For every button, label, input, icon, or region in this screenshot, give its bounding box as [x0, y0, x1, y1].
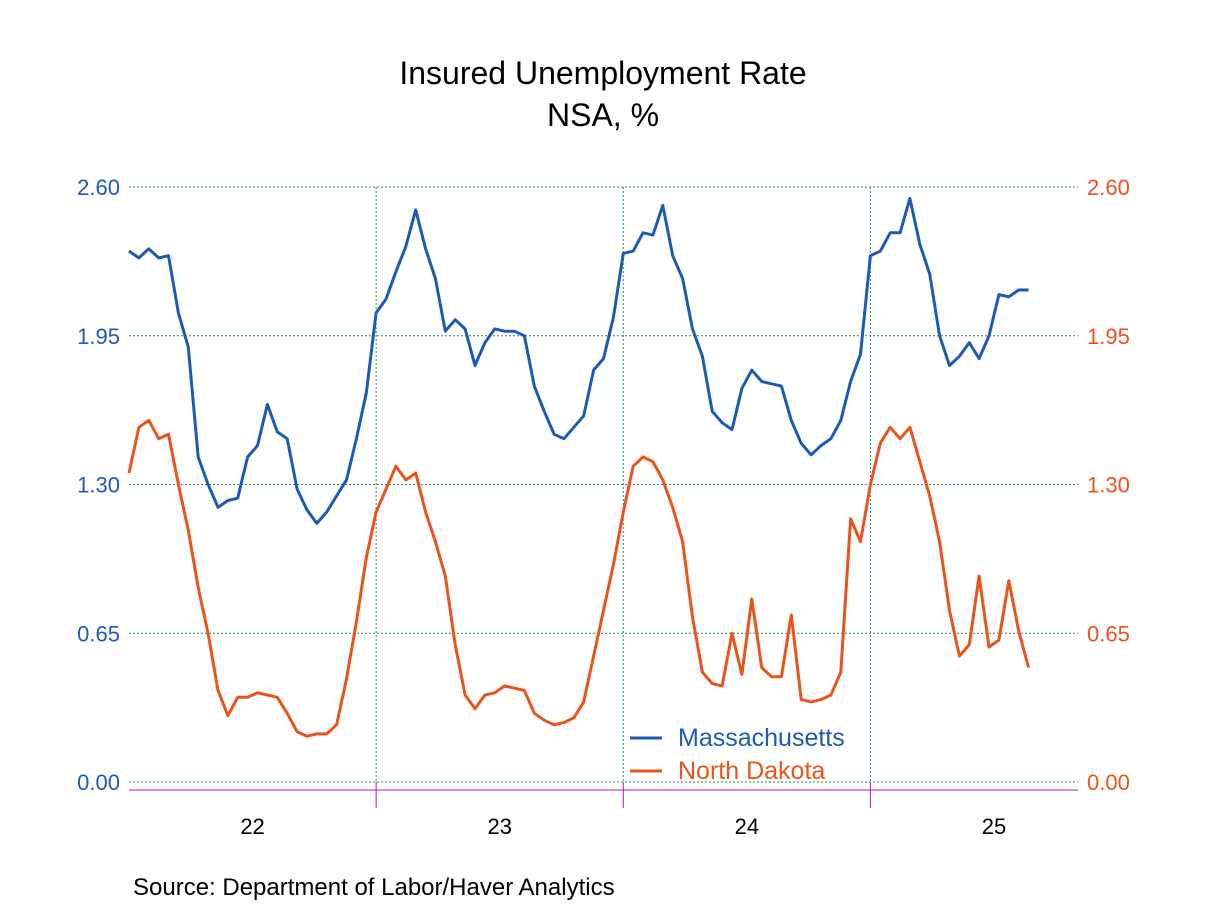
- series-line: [127, 418, 1031, 738]
- x-tick-label: 23: [487, 814, 511, 839]
- chart-title: Insured Unemployment Rate: [399, 55, 806, 91]
- chart-subtitle: NSA, %: [547, 97, 659, 133]
- y2-tick-label: 0.00: [1087, 770, 1130, 795]
- x-tick-label: 22: [240, 814, 264, 839]
- x-tick-label: 25: [982, 814, 1006, 839]
- y2-tick-label: 1.95: [1087, 324, 1130, 349]
- y-tick-label: 0.65: [77, 621, 120, 646]
- series-line: [128, 196, 1029, 525]
- y2-tick-label: 2.60: [1087, 175, 1130, 200]
- legend-label: North Dakota: [678, 757, 825, 785]
- y-tick-label: 1.95: [77, 324, 120, 349]
- y-tick-label: 0.00: [77, 770, 120, 795]
- y2-tick-label: 0.65: [1087, 621, 1130, 646]
- x-tick-label: 24: [735, 814, 759, 839]
- y-tick-label: 2.60: [77, 175, 120, 200]
- y2-tick-label: 1.30: [1087, 473, 1130, 498]
- legend-label: Massachusetts: [678, 724, 845, 752]
- source-note: Source: Department of Labor/Haver Analyt…: [133, 874, 615, 901]
- y-tick-label: 1.30: [77, 473, 120, 498]
